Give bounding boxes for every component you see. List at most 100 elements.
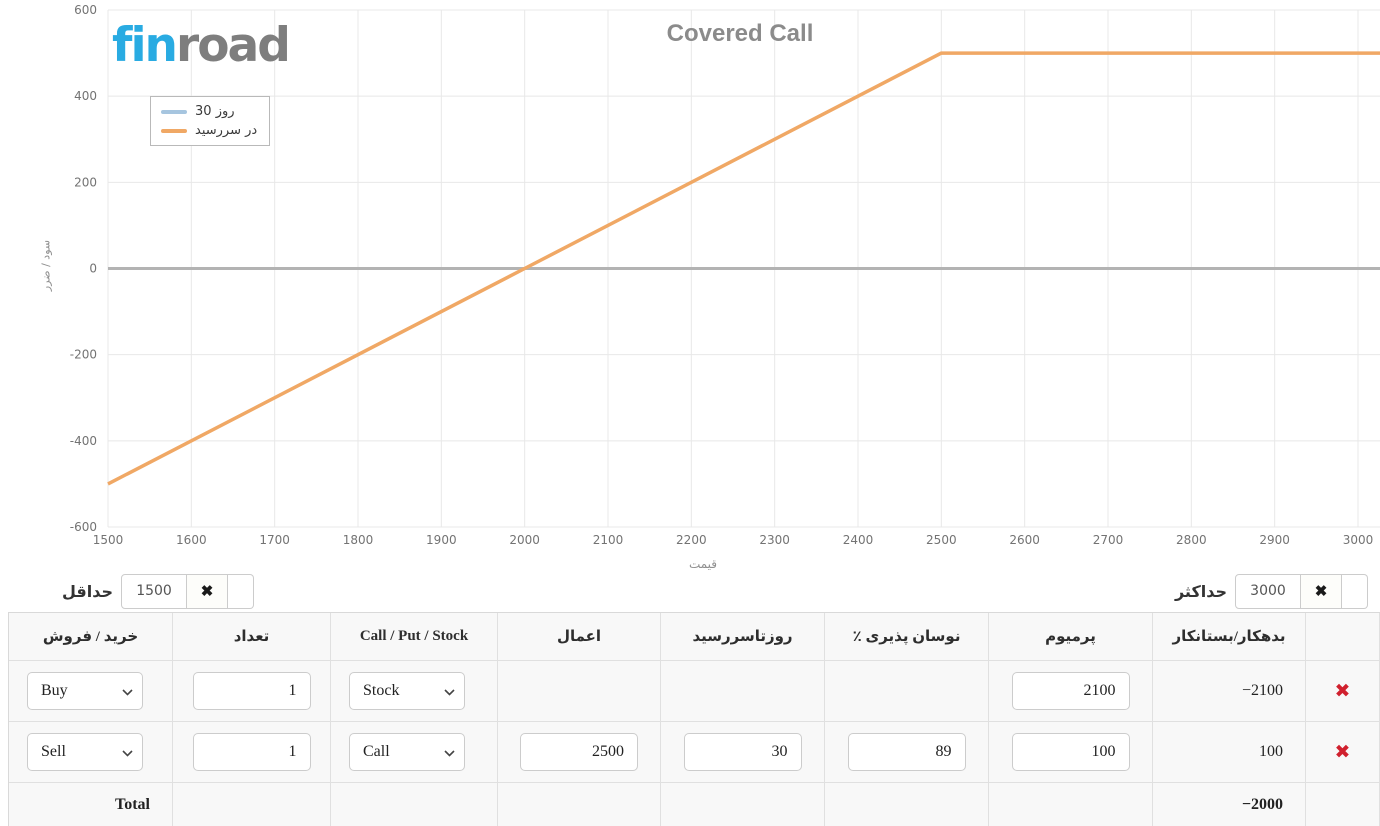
table-row-1-strike — [498, 661, 661, 722]
finroad-logo: finroad — [112, 18, 291, 73]
y-axis-title: سود / ضرر — [39, 239, 53, 292]
x-tick-label: 3000 — [1343, 533, 1374, 547]
x-tick-label: 2500 — [926, 533, 957, 547]
legend-swatch — [161, 109, 187, 114]
max-clear-button[interactable]: ✖ — [1301, 573, 1342, 609]
x-tick-label: 2800 — [1176, 533, 1207, 547]
x-tick-label: 2900 — [1259, 533, 1290, 547]
total-row-empty — [825, 783, 989, 826]
x-tick-label: 1500 — [93, 533, 124, 547]
side-select[interactable]: Sell — [27, 733, 143, 771]
chart-legend: 30 روز در سررسید — [150, 96, 271, 146]
total-row-empty — [173, 783, 331, 826]
min-clear-button[interactable]: ✖ — [187, 573, 229, 609]
header-buy-sell: خرید / فروش — [9, 613, 173, 661]
table-row-2-type: Call — [331, 722, 498, 783]
x-tick-label: 2600 — [1009, 533, 1040, 547]
balance-value: 100 — [1259, 743, 1283, 760]
x-tick-label: 2100 — [593, 533, 624, 547]
series-line — [107, 51, 1380, 486]
chart-canvas: 1500 1600 1700 1800 1900 2000 2100 2200 2300 2400… — [70, 3, 1380, 547]
table-row-1-premium — [989, 661, 1153, 722]
table-row-2-vol — [825, 722, 989, 783]
delete-row-button[interactable]: ✖ — [1334, 679, 1351, 702]
chevron-down-icon — [444, 750, 455, 757]
table-row-2-qty — [173, 722, 331, 783]
range-controls: حداقل ✖ حداکثر ✖ — [0, 570, 1380, 612]
premium-input[interactable] — [1011, 672, 1130, 710]
clear-x-icon: ✖ — [1314, 583, 1328, 600]
y-tick-label: -600 — [70, 520, 97, 534]
header-strike: اعمال — [498, 613, 661, 661]
min-input[interactable] — [121, 573, 188, 609]
x-tick-label: 1800 — [343, 533, 374, 547]
x-tick-label: 1900 — [426, 533, 457, 547]
volatility-input[interactable] — [847, 733, 966, 771]
table-row-2-balance: 100 — [1153, 722, 1306, 783]
total-row-balance: −2000 — [1153, 783, 1306, 826]
total-label: Total — [115, 795, 150, 813]
table-row-1-actions: ✖ — [1306, 661, 1380, 722]
total-row-empty — [661, 783, 825, 826]
delete-row-button[interactable]: ✖ — [1334, 740, 1351, 763]
min-control: حداقل ✖ — [62, 573, 255, 609]
y-tick-label: 0 — [89, 262, 97, 276]
table-row-1-balance: −2100 — [1153, 661, 1306, 722]
y-tick-label: -200 — [70, 348, 97, 362]
type-select[interactable]: Call — [349, 733, 465, 771]
y-tick-label: -400 — [70, 434, 97, 448]
total-row-empty — [1306, 783, 1380, 826]
min-label: حداقل — [62, 581, 114, 601]
side-select[interactable]: Buy — [27, 672, 143, 710]
table-row-2-strike — [498, 722, 661, 783]
premium-input[interactable] — [1011, 733, 1130, 771]
total-row-empty — [498, 783, 661, 826]
side-select-value: Buy — [41, 682, 68, 699]
x-tick-label: 1600 — [176, 533, 207, 547]
table-row-2-side: Sell — [9, 722, 173, 783]
side-select-value: Sell — [41, 743, 66, 760]
header-balance: بدهکار/بستانکار — [1153, 613, 1306, 661]
y-tick-label: 200 — [74, 175, 97, 189]
strike-input[interactable] — [520, 733, 638, 771]
type-select-value: Stock — [363, 682, 400, 699]
max-input[interactable] — [1235, 573, 1301, 609]
total-row-empty — [331, 783, 498, 826]
qty-input[interactable] — [192, 672, 311, 710]
table-row-1-vol — [825, 661, 989, 722]
x-tick-label: 2000 — [509, 533, 540, 547]
qty-input[interactable] — [192, 733, 311, 771]
min-spare-button[interactable] — [228, 573, 255, 609]
type-select-value: Call — [363, 743, 390, 760]
logo-road: road — [176, 18, 291, 73]
y-tick-label: 600 — [74, 3, 97, 17]
max-spare-button[interactable] — [1342, 573, 1368, 609]
max-label: حداکثر — [1174, 581, 1227, 601]
clear-x-icon: ✖ — [200, 583, 214, 600]
legend-item[interactable]: 30 روز — [161, 104, 257, 119]
x-tick-label: 2200 — [676, 533, 707, 547]
x-tick-label: 2300 — [759, 533, 790, 547]
days-input[interactable] — [683, 733, 802, 771]
x-tick-label: 2400 — [843, 533, 874, 547]
max-control: حداکثر ✖ — [1174, 573, 1368, 609]
header-days: روزتاسررسید — [661, 613, 825, 661]
legend-item[interactable]: در سررسید — [161, 123, 257, 138]
total-balance-value: −2000 — [1241, 795, 1283, 813]
chart-title: Covered Call — [666, 20, 814, 47]
total-row-label-cell: Total — [9, 783, 173, 826]
header-volatility: نوسان پذیری ٪ — [825, 613, 989, 661]
table-row-1-qty — [173, 661, 331, 722]
legend-label: در سررسید — [195, 123, 258, 138]
chevron-down-icon — [122, 750, 133, 757]
logo-fin: fin — [112, 18, 178, 73]
table-row-2-premium — [989, 722, 1153, 783]
y-tick-label: 400 — [74, 89, 97, 103]
x-axis-title: قیمت — [688, 557, 718, 571]
header-actions — [1306, 613, 1380, 661]
table-row-1-side: Buy — [9, 661, 173, 722]
table-row-2-days — [661, 722, 825, 783]
positions-table: خرید / فروش تعداد Call / Put / Stock اعم… — [8, 612, 1380, 826]
type-select[interactable]: Stock — [349, 672, 465, 710]
legend-swatch — [161, 128, 187, 133]
